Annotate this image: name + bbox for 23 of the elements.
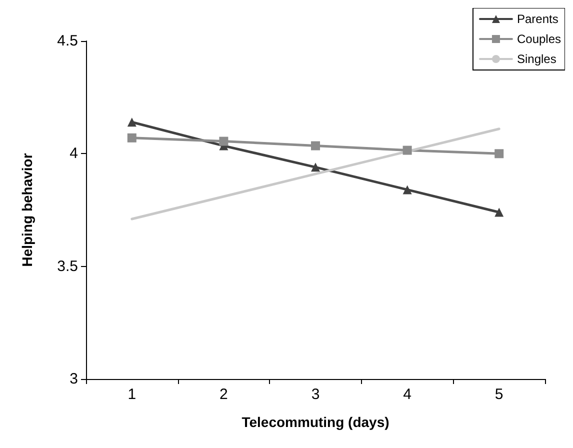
y-tick-label: 4 bbox=[70, 145, 78, 162]
point bbox=[219, 136, 228, 146]
point bbox=[311, 162, 320, 172]
point bbox=[127, 118, 136, 127]
point bbox=[402, 146, 412, 155]
y-axis-title: Helping behavior bbox=[19, 152, 35, 267]
x-axis-title: Telecommuting (days) bbox=[242, 414, 390, 430]
legend-label: Singles bbox=[516, 52, 556, 66]
legend-label: Parents bbox=[516, 12, 558, 26]
point bbox=[494, 208, 504, 217]
x-tick-label: 3 bbox=[311, 386, 320, 403]
x-tick-label: 5 bbox=[494, 386, 504, 403]
y-tick-label: 3 bbox=[70, 370, 78, 388]
x-tick-label: 2 bbox=[220, 386, 228, 403]
y-tick-label: 4.5 bbox=[57, 32, 78, 50]
x-tick-label: 1 bbox=[128, 386, 136, 403]
point bbox=[494, 149, 504, 158]
point bbox=[127, 133, 136, 142]
legend-label: Couples bbox=[516, 32, 562, 46]
point bbox=[402, 185, 412, 194]
x-tick-label: 4 bbox=[403, 386, 412, 403]
point bbox=[311, 141, 320, 150]
y-tick-label: 3.5 bbox=[57, 258, 78, 275]
